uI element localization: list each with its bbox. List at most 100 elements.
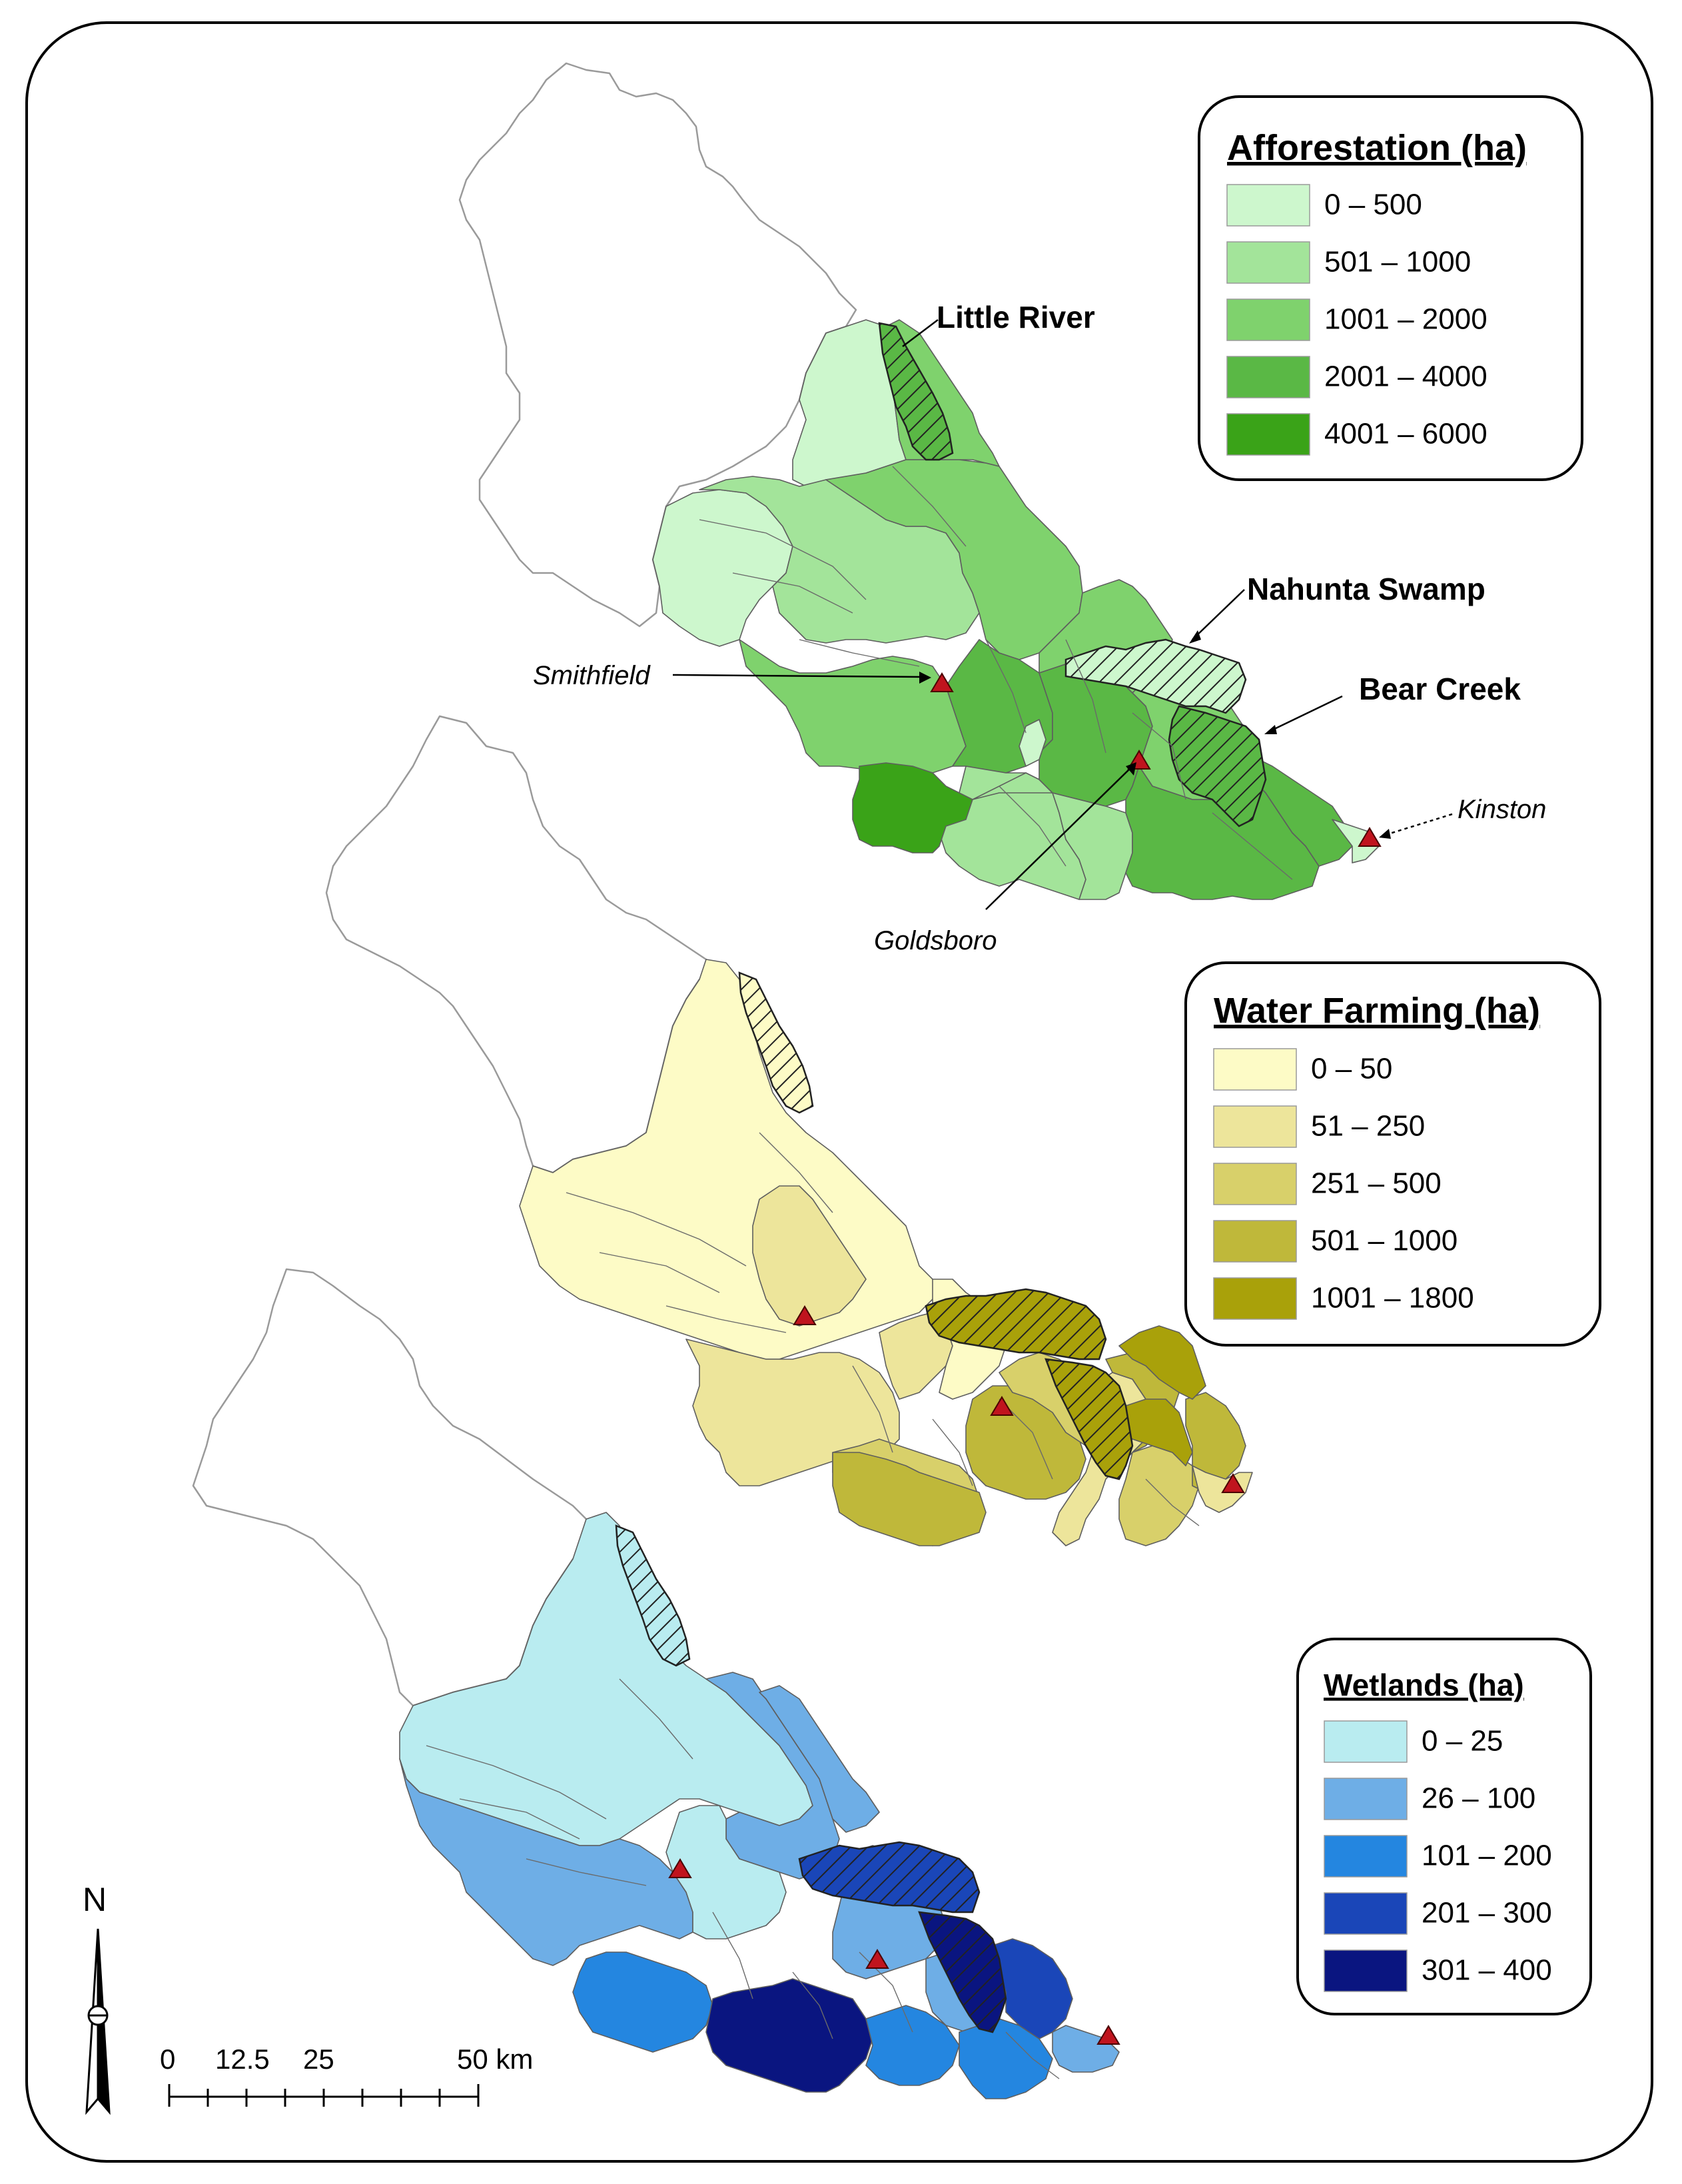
wl-goldsboro-gauge-icon [865,1949,889,1969]
water-farming-swatch-2 [1213,1105,1297,1148]
wetlands-legend-label-5: 301 – 400 [1422,1954,1552,1987]
afforestation-nahunta-swamp-hatch [1064,638,1247,714]
wetlands-legend-items: 0 – 25 26 – 100 101 – 200 201 – 300 301 – 40… [1324,1720,1552,1992]
water-farming-subbasin-b [752,1185,867,1327]
afforestation-legend-title: Afforestation (ha) [1227,128,1527,168]
water-farming-swatch-5 [1213,1277,1297,1320]
wetlands-subbasin-d [399,1758,693,1966]
wetlands-subbasin-m [1052,2025,1120,2073]
little-river-leader [902,319,939,347]
water-farming-bear-creek-hatch [1045,1358,1134,1480]
wetlands-legend-title: Wetlands (ha) [1324,1668,1524,1702]
wetlands-nahunta-swamp-hatch [798,1841,981,1913]
wetlands-subbasin-a [399,1512,813,1846]
water-farming-subbasin-o [1118,1325,1206,1400]
scale-tick-50: 50 km [457,2043,533,2075]
kinston-leader [1385,813,1453,836]
water-farming-inner-lines [566,1132,1200,1526]
wetlands-inner-lines [426,1678,1060,2079]
scale-tick-12-5: 12.5 [215,2043,270,2075]
north-arrow: N [83,1881,111,2115]
afforestation-panel [458,62,1382,900]
afforestation-subbasin-f [739,639,967,774]
smithfield-leader [672,674,923,678]
wetlands-subbasin-c [759,1685,880,1833]
goldsboro-arrowhead-icon [1126,762,1136,776]
afforestation-legend: Afforestation (ha) 0 – 500 501 – 1000 1001… [1198,95,1583,481]
wetlands-legend-label-1: 0 – 25 [1422,1725,1503,1758]
wetlands-subbasin-f [572,1951,713,2053]
wetlands-legend-label-2: 26 – 100 [1422,1782,1535,1815]
afforestation-swatch-5 [1226,413,1310,456]
water-farming-legend-label-3: 251 – 500 [1311,1167,1442,1200]
north-arrow-label: N [83,1881,107,1918]
afforestation-swatch-1 [1226,184,1310,227]
wetlands-little-river-hatch [615,1524,691,1667]
water-farming-legend-label-4: 501 – 1000 [1311,1225,1458,1257]
water-farming-legend-items: 0 – 50 51 – 250 251 – 500 501 – 1000 1001 – … [1213,1048,1474,1320]
little-river-label: Little River [937,300,1095,334]
water-farming-legend: Water Farming (ha) 0 – 50 51 – 250 251 – 5… [1184,961,1601,1347]
smithfield-label: Smithfield [533,661,651,690]
afforestation-little-river-hatch [878,322,954,461]
water-farming-nahunta-swamp-hatch [925,1288,1107,1361]
afforestation-legend-items: 0 – 500 501 – 1000 1001 – 2000 2001 – 4000 4… [1226,184,1487,456]
scale-tick-0: 0 [160,2043,175,2075]
water-farming-subbasin-p [1192,1465,1253,1513]
wf-smithfield-gauge-icon [793,1305,817,1325]
water-farming-swatch-3 [1213,1163,1297,1205]
smithfield-arrowhead-icon [919,672,931,684]
afforestation-bear-creek-hatch [1168,705,1267,827]
afforestation-subbasin-p [852,762,973,853]
afforestation-legend-label-3: 1001 – 2000 [1324,303,1487,336]
wetlands-swatch-3 [1324,1835,1408,1878]
wetlands-swatch-2 [1324,1778,1408,1820]
kinston-label: Kinston [1458,795,1546,824]
bear-creek-arrowhead-icon [1264,725,1277,734]
kinston-gauge-icon [1358,827,1382,847]
kinston-arrowhead-icon [1379,829,1391,839]
afforestation-swatch-4 [1226,356,1310,398]
water-farming-legend-label-5: 1001 – 1800 [1311,1282,1474,1315]
water-farming-panel [325,715,1253,1546]
water-farming-legend-label-1: 0 – 50 [1311,1053,1392,1085]
scale-tick-25: 25 [303,2043,334,2075]
nahunta-swamp-label: Nahunta Swamp [1247,572,1485,606]
nahunta-swamp-leader [1192,589,1245,640]
afforestation-subbasin-q [1019,719,1047,767]
scale-bar: 0 12.5 25 50 km [160,2043,533,2107]
afforestation-subbasin-m [1125,766,1320,900]
wetlands-subbasin-e [665,1805,787,1939]
wetlands-swatch-5 [1324,1949,1408,1992]
afforestation-legend-label-2: 501 – 1000 [1324,246,1471,278]
map-frame [25,21,1653,2163]
wl-kinston-gauge-icon [1096,2025,1120,2045]
smithfield-gauge-icon [930,672,954,692]
afforestation-subbasin-o [1332,819,1380,863]
afforestation-swatch-2 [1226,241,1310,284]
wetlands-legend-label-3: 101 – 200 [1422,1840,1552,1872]
wf-goldsboro-gauge-icon [990,1396,1014,1416]
afforestation-legend-label-1: 0 – 500 [1324,189,1422,221]
wetlands-subbasin-g [705,1978,873,2093]
wf-kinston-gauge-icon [1221,1473,1245,1493]
wetlands-bear-creek-hatch [918,1911,1007,2033]
afforestation-swatch-3 [1226,298,1310,341]
wetlands-swatch-4 [1324,1892,1408,1935]
wetlands-panel [192,1268,1120,2099]
wetlands-legend-label-4: 201 – 300 [1422,1897,1552,1929]
nahunta-arrowhead-icon [1189,630,1201,644]
wetlands-legend: Wetlands (ha) 0 – 25 26 – 100 101 – 200 201… [1296,1638,1592,2015]
afforestation-legend-label-4: 2001 – 4000 [1324,360,1487,393]
water-farming-little-river-hatch [738,971,814,1114]
goldsboro-leader [985,766,1133,910]
afforestation-legend-label-5: 4001 – 6000 [1324,418,1487,450]
bear-creek-leader [1268,695,1343,733]
water-farming-subbasin-g [832,1452,987,1546]
goldsboro-label: Goldsboro [874,926,997,955]
bear-creek-label: Bear Creek [1359,672,1521,706]
afforestation-labels: Little River Nahunta Swamp Bear Creek Sm… [533,300,1546,955]
water-farming-legend-label-2: 51 – 250 [1311,1110,1425,1143]
wetlands-subbasin-h [865,2005,960,2086]
